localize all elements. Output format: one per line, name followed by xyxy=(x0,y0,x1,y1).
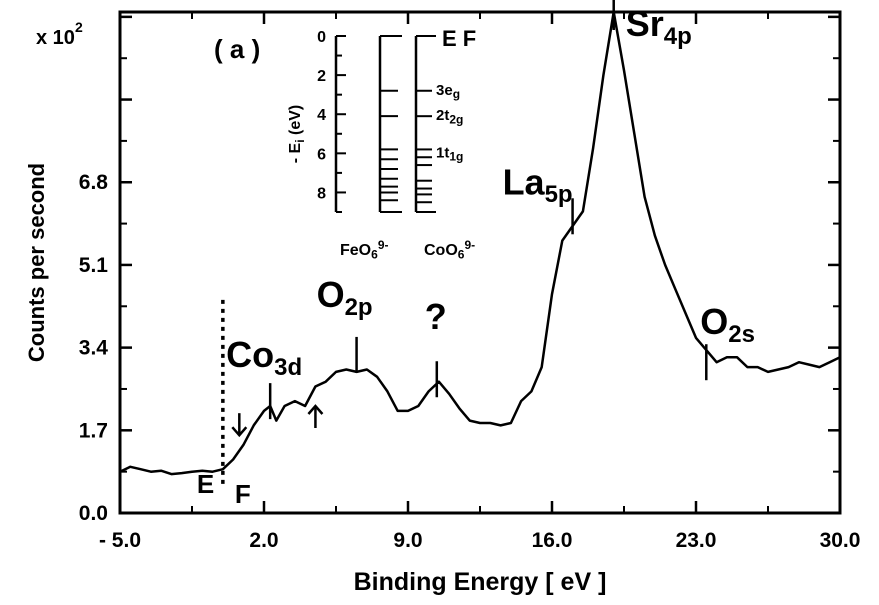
inset-y-tick-label: 8 xyxy=(317,185,326,202)
peak-label: Co3d xyxy=(226,334,302,381)
labels-group: x 102 Binding Energy [ eV ] Counts per sec… xyxy=(24,19,606,596)
y-tick-label: 0.0 xyxy=(79,502,108,525)
x-axis-label: Binding Energy [ eV ] xyxy=(354,568,607,596)
arrow-head xyxy=(307,404,324,415)
panel-label: ( a ) xyxy=(214,34,260,64)
axes-group xyxy=(118,10,842,515)
y-tick-label: 5.1 xyxy=(79,254,109,277)
ticks-group: - 5.0 2.0 9.0 16.0 23.0 30.0 0.0 1.7 3.4 5.1 6.8 xyxy=(79,12,861,552)
inset-feo-label: FeO69- xyxy=(340,238,388,262)
inset-group: 0 2 4 6 8 E F 3eg 2t2g 1t1g - Ei (eV) FeO69- CoO69- xyxy=(287,26,476,262)
inset-y-tick-label: 2 xyxy=(317,68,326,85)
x-tick-label: 9.0 xyxy=(393,529,422,552)
spectrum-line xyxy=(119,10,841,476)
inset-top-label: E F xyxy=(442,26,476,51)
fermi-level-label-f: F xyxy=(235,479,251,509)
inset-y-tick-label: 6 xyxy=(317,146,326,163)
inset-level-label: 1t1g xyxy=(436,144,463,163)
x-tick-label: - 5.0 xyxy=(99,529,141,552)
y-tick-label: 1.7 xyxy=(79,419,108,442)
inset-level-label: 3eg xyxy=(436,82,460,101)
inset-y-axis-label: - Ei (eV) xyxy=(287,105,307,163)
peak-label: O2s xyxy=(700,301,755,348)
inset-y-tick-label: 4 xyxy=(317,107,326,124)
peak-label: O2p xyxy=(317,274,373,321)
x-tick-label: 16.0 xyxy=(532,529,573,552)
inset-coo-label: CoO69- xyxy=(424,238,475,262)
x-tick-label: 2.0 xyxy=(249,529,278,552)
annotations-group: E F Co3d O2p ? La5p Sr4p O2s xyxy=(197,0,755,509)
curve-group xyxy=(119,10,841,476)
x-tick-label: 23.0 xyxy=(676,529,717,552)
y-tick-label: 6.8 xyxy=(79,171,109,194)
peak-label: La5p xyxy=(503,161,573,208)
fermi-level-label-e: E xyxy=(197,469,214,499)
inset-y-tick-label: 0 xyxy=(317,29,326,46)
peak-label: Sr4p xyxy=(626,3,692,50)
x-tick-label: 30.0 xyxy=(820,529,861,552)
y-multiplier-label: x 102 xyxy=(36,19,83,49)
arrow-head xyxy=(231,426,248,438)
peak-label: ? xyxy=(425,296,447,337)
inset-level-label: 2t2g xyxy=(436,107,463,126)
y-axis-label: Counts per second xyxy=(24,163,49,362)
plot-frame xyxy=(118,10,842,515)
y-tick-label: 3.4 xyxy=(79,337,109,360)
